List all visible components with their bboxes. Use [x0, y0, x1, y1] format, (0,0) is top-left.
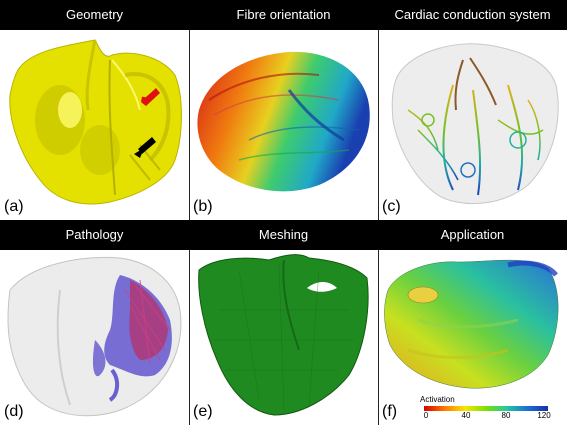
panel-label-e: (e) — [193, 403, 213, 420]
title-geometry: Geometry — [65, 7, 124, 22]
pathology-heart — [7, 257, 182, 417]
mesh-heart — [198, 254, 369, 416]
fibre-heart — [197, 51, 370, 192]
legend-tick: 40 — [461, 411, 471, 420]
header-row-2: Pathology Meshing Application — [0, 220, 567, 250]
panel-meshing: (e) — [189, 250, 378, 425]
activation-legend: Activation 0 40 80 120 — [420, 395, 560, 423]
title-pathology: Pathology — [65, 227, 124, 242]
divider — [378, 250, 379, 425]
panel-label-d: (d) — [4, 403, 24, 420]
panel-geometry: (a) — [0, 30, 189, 220]
panel-fibre-orientation: (b) — [189, 30, 378, 220]
header-row-1: Geometry Fibre orientation Cardiac condu… — [0, 0, 567, 30]
activation-heart — [384, 259, 559, 389]
panel-conduction-system: (c) — [378, 30, 567, 220]
panel-application: (f) — [378, 250, 567, 425]
legend-tick: 0 — [423, 411, 429, 420]
panel-label-b: (b) — [193, 198, 213, 215]
divider — [378, 30, 379, 220]
legend-title: Activation — [420, 395, 455, 404]
legend-colorbar — [424, 406, 548, 411]
panel-label-a: (a) — [4, 198, 24, 215]
conduction-heart — [391, 43, 559, 205]
panel-label-c: (c) — [382, 198, 401, 215]
legend-tick: 120 — [537, 411, 551, 420]
geometry-heart — [9, 39, 182, 205]
divider — [189, 30, 190, 220]
divider — [189, 250, 190, 425]
panel-label-f: (f) — [382, 403, 398, 420]
legend-tick: 80 — [501, 411, 511, 420]
title-fibre-orientation: Fibre orientation — [236, 7, 331, 22]
title-conduction-system: Cardiac conduction system — [394, 7, 551, 22]
title-meshing: Meshing — [258, 227, 309, 242]
panel-pathology: (d) — [0, 250, 189, 425]
title-application: Application — [440, 227, 505, 242]
